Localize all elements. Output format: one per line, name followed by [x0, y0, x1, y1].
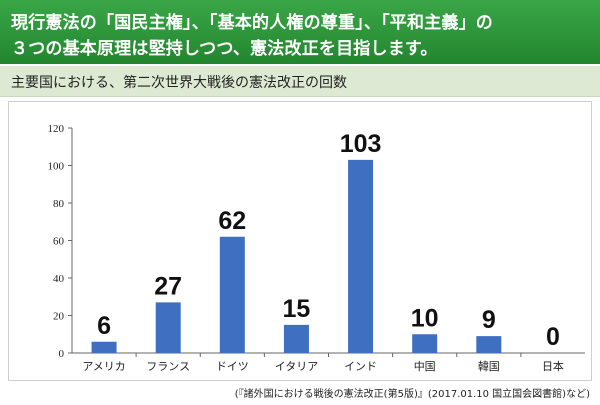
bar-3	[283, 324, 309, 353]
x-tick-label: 韓国	[478, 360, 500, 373]
subheader-bar: 主要国における、第二次世界大戦後の憲法改正の回数	[0, 66, 600, 97]
x-tick-label: インド	[344, 360, 377, 373]
header-banner: 現行憲法の「国民主権」、「基本的人権の尊重」、「平和主義」の ３つの基本原理は堅…	[0, 0, 600, 64]
x-tick-label: イタリア	[275, 360, 319, 373]
x-tick-label: アメリカ	[82, 360, 125, 373]
data-label: 62	[218, 207, 246, 235]
data-label: 0	[546, 323, 560, 351]
y-tick-label: 80	[53, 198, 65, 210]
y-tick-label: 120	[48, 123, 65, 135]
data-label: 6	[97, 312, 111, 340]
x-tick-label: ドイツ	[216, 360, 249, 373]
chart-subtitle: 主要国における、第二次世界大戦後の憲法改正の回数	[11, 75, 347, 91]
header-line-2: ３つの基本原理は堅持しつつ、憲法改正を目指します。	[11, 39, 438, 59]
x-tick-label: 中国	[414, 360, 436, 373]
y-tick-label: 20	[53, 311, 65, 323]
x-tick-label: フランス	[146, 360, 190, 373]
data-label: 9	[482, 306, 496, 334]
source-note: (『諸外国における戦後の憲法改正(第5版)』(2017.01.10 国立国会図書…	[234, 389, 590, 400]
bar-2	[219, 236, 245, 353]
bar-1	[155, 302, 181, 353]
bar-4	[348, 159, 374, 353]
header-line-1: 現行憲法の「国民主権」、「基本的人権の尊重」、「平和主義」の	[11, 13, 493, 33]
y-tick-label: 40	[53, 273, 65, 285]
data-label: 103	[340, 130, 382, 158]
data-label: 27	[154, 272, 182, 300]
x-tick-label: 日本	[542, 359, 564, 373]
data-label: 10	[411, 304, 439, 332]
y-tick-label: 0	[59, 348, 65, 360]
y-tick-label: 60	[53, 236, 65, 248]
data-label: 15	[283, 295, 311, 323]
bar-5	[412, 334, 438, 353]
bar-6	[476, 336, 502, 353]
y-tick-label: 100	[48, 161, 65, 173]
bar-0	[91, 341, 117, 353]
